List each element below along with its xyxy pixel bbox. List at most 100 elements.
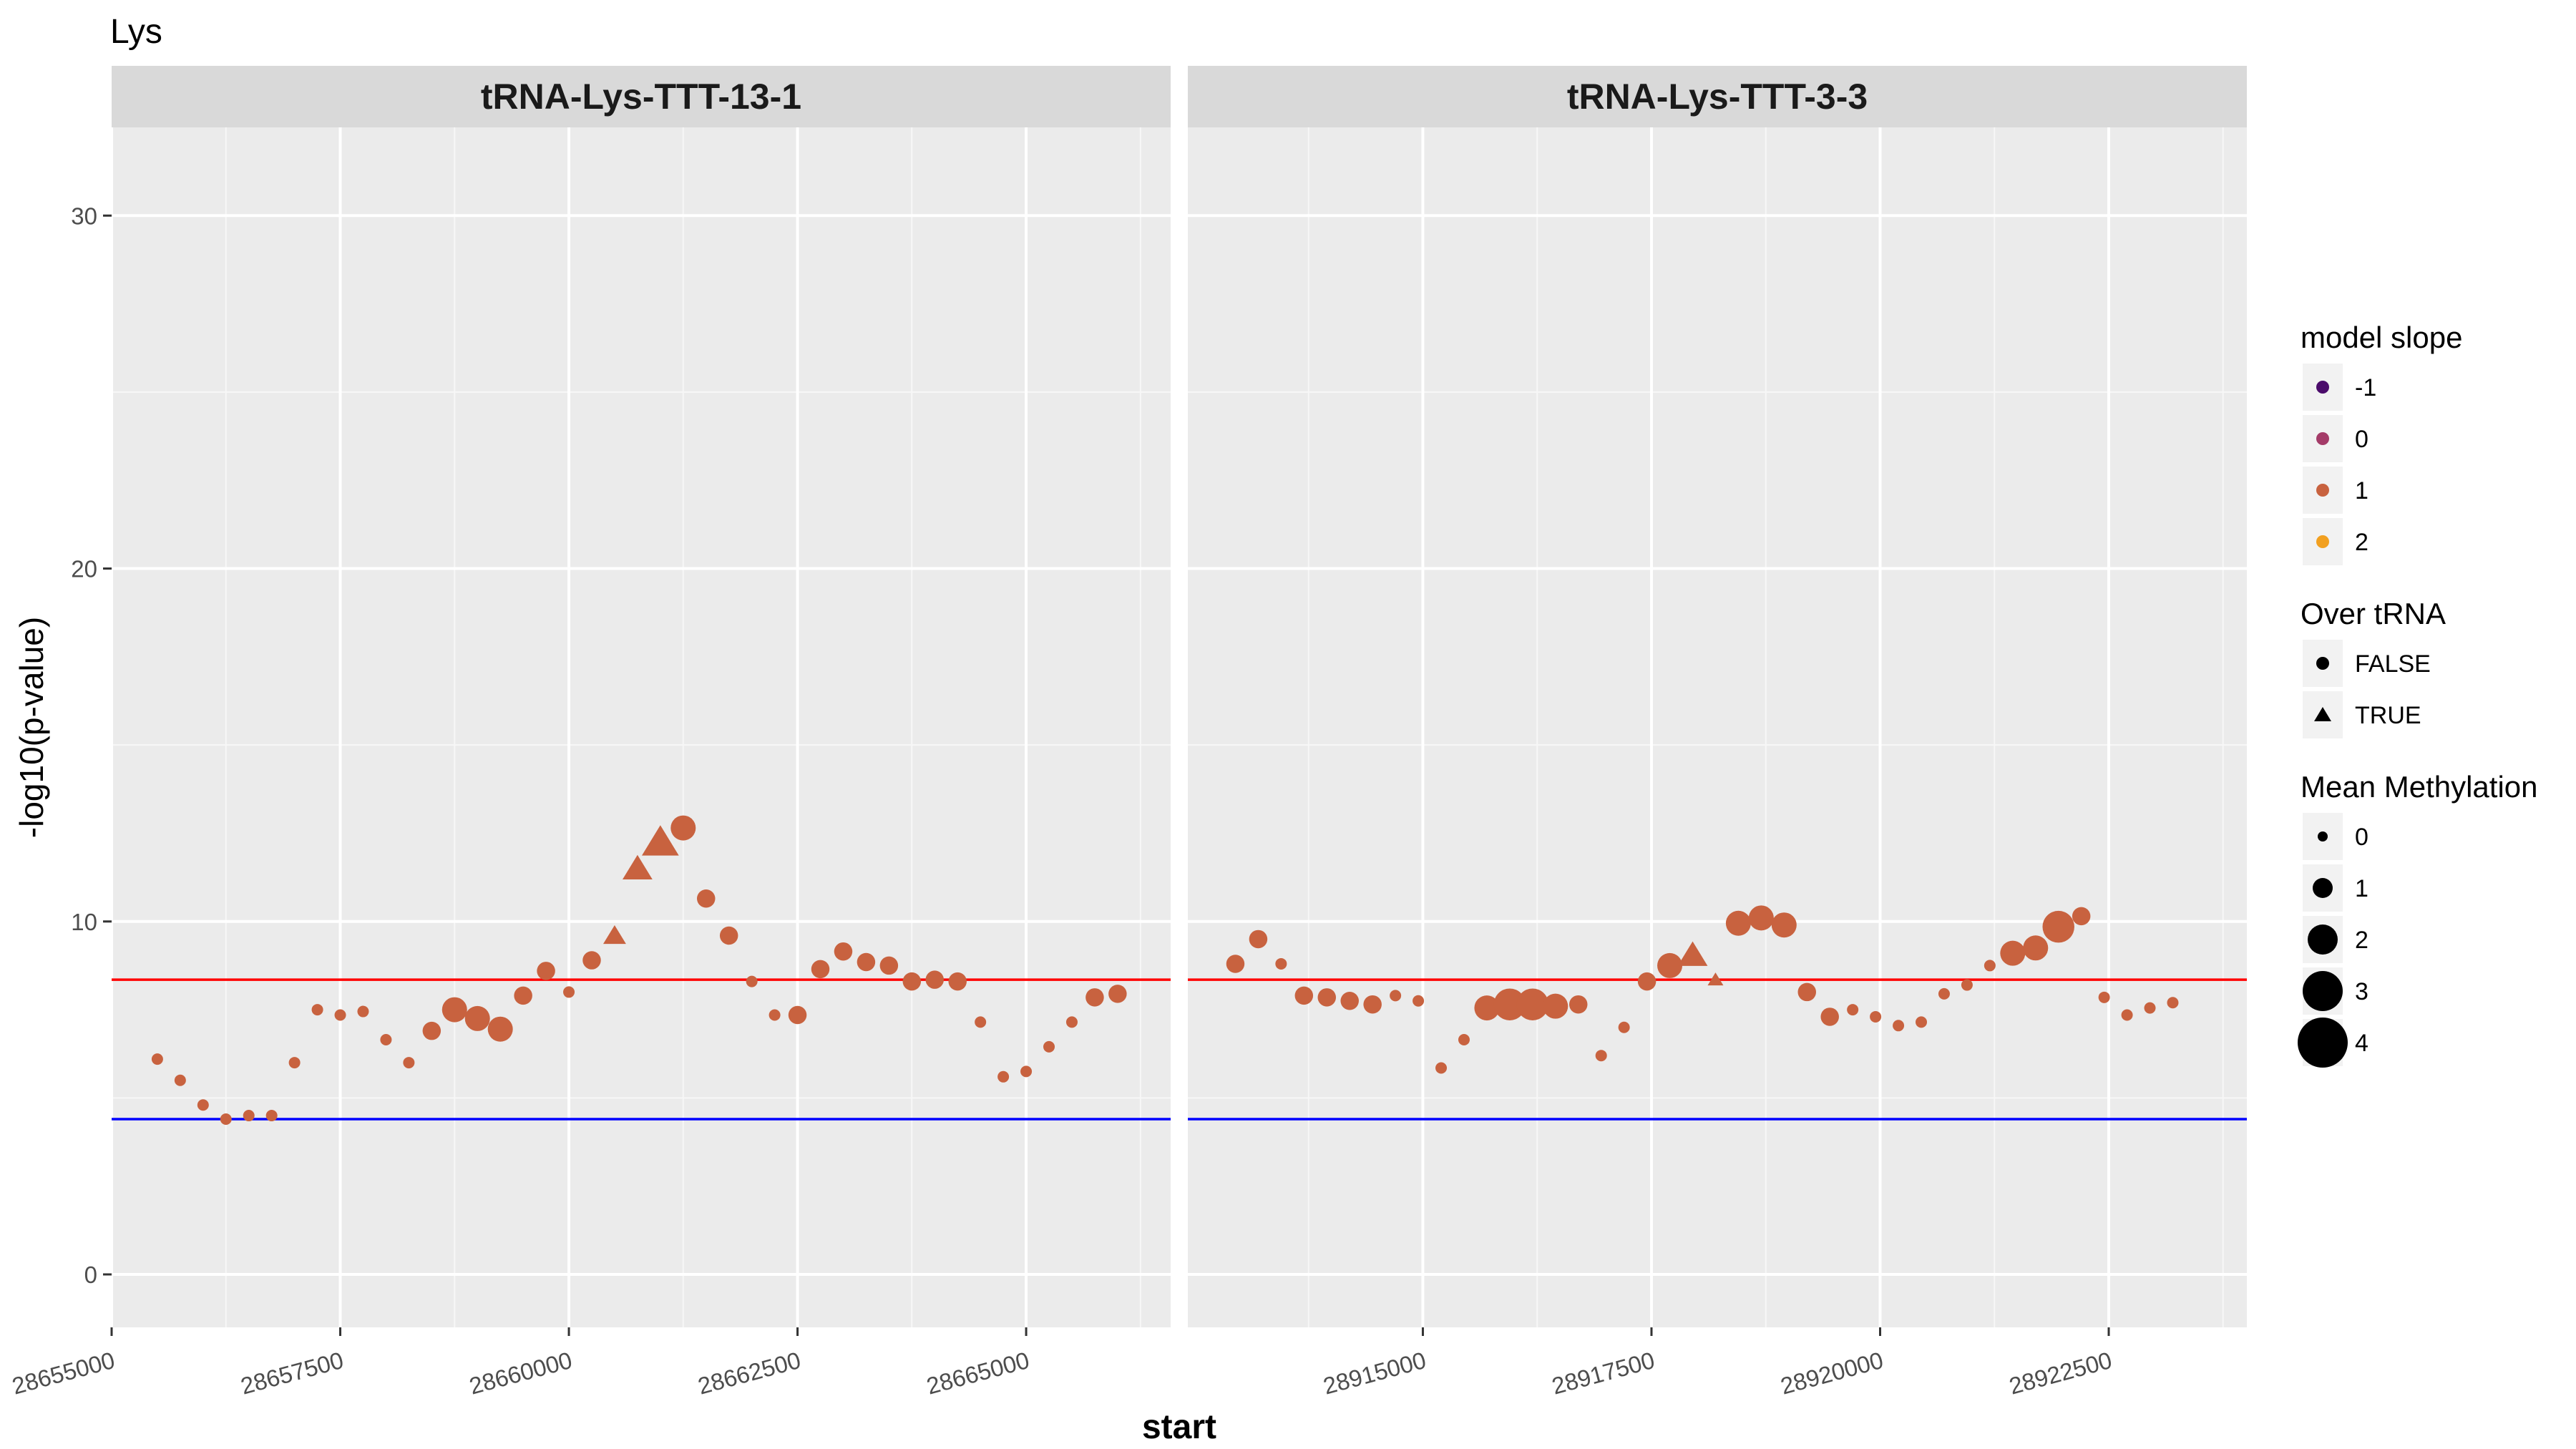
data-point: [1543, 993, 1568, 1019]
data-point: [1458, 1034, 1470, 1046]
legend-entry-label: FALSE: [2355, 650, 2431, 678]
data-point: [834, 942, 853, 961]
data-point: [622, 854, 653, 879]
y-tick-label: 30: [71, 203, 97, 229]
data-point: [582, 951, 601, 970]
data-point: [670, 815, 696, 841]
x-tick-label: 28665000: [924, 1347, 1032, 1400]
legend-entry-label: -1: [2355, 374, 2376, 401]
legend-size-swatch: [2308, 924, 2338, 955]
data-point: [1294, 986, 1314, 1005]
data-point: [1847, 1004, 1859, 1016]
legend-entry-label: 1: [2355, 477, 2368, 504]
data-point: [746, 975, 758, 987]
x-axis-label: start: [1142, 1408, 1216, 1446]
data-point: [1065, 1016, 1078, 1028]
data-point: [422, 1021, 441, 1040]
x-tick-label: 28922500: [2006, 1347, 2114, 1400]
data-point: [1226, 955, 1245, 973]
data-point: [380, 1034, 392, 1046]
panel-strip: [1188, 66, 2247, 127]
panel-1: tRNA-Lys-TTT-13-1 28655000 28657500 2866000…: [9, 66, 1171, 1400]
legend-entry-label: 1: [2355, 875, 2368, 902]
data-point: [902, 972, 922, 991]
legend-entry-label: 4: [2355, 1030, 2368, 1057]
data-point: [2023, 935, 2049, 961]
data-point: [1797, 982, 1817, 1002]
data-point: [1820, 1008, 1839, 1026]
data-point: [1413, 995, 1425, 1007]
legend-entry-label: 3: [2355, 978, 2368, 1005]
data-point: [925, 970, 945, 989]
x-tick-label: 28657500: [238, 1347, 346, 1400]
data-point: [811, 960, 830, 979]
legend-color-swatch: [2316, 535, 2329, 548]
plot-background: [1188, 127, 2247, 1327]
data-point: [1435, 1062, 1448, 1074]
data-point: [1618, 1021, 1630, 1033]
data-point: [1916, 1016, 1928, 1028]
data-point: [2098, 991, 2110, 1003]
legend-entry-label: TRUE: [2355, 702, 2421, 729]
data-point: [1893, 1020, 1905, 1032]
data-point: [334, 1009, 346, 1021]
data-point: [719, 926, 738, 945]
data-point: [1020, 1065, 1033, 1078]
legend-shape: Over tRNA FALSE TRUE: [2301, 597, 2446, 738]
data-point: [2042, 910, 2074, 943]
data-point: [1637, 972, 1657, 991]
data-point: [537, 962, 555, 980]
plot-background: [112, 127, 1171, 1327]
data-point: [1984, 960, 1996, 972]
data-point: [2000, 940, 2026, 966]
data-point: [1961, 979, 1973, 991]
data-point: [403, 1057, 415, 1069]
data-point: [220, 1113, 232, 1125]
legend-shape-swatch: [2316, 657, 2329, 670]
data-point: [1748, 905, 1774, 931]
data-point: [1108, 985, 1127, 1003]
y-tick-label: 10: [71, 909, 97, 935]
data-point: [1317, 988, 1337, 1007]
data-point: [441, 997, 467, 1023]
data-point: [641, 825, 679, 856]
x-tick-label: 28920000: [1777, 1347, 1885, 1400]
data-point: [948, 972, 967, 991]
data-point: [1595, 1050, 1607, 1062]
data-point: [997, 1070, 1010, 1083]
data-point: [2167, 997, 2179, 1009]
panel-title: tRNA-Lys-TTT-3-3: [1567, 77, 1868, 117]
legend-color-swatch: [2316, 484, 2329, 497]
data-point: [1390, 990, 1402, 1002]
legend-color: model slope -1 0 1 2: [2301, 321, 2462, 565]
data-point: [788, 1005, 807, 1025]
data-point: [857, 952, 876, 972]
panel-strip: [112, 66, 1171, 127]
data-point: [1249, 930, 1268, 949]
x-tick-label: 28662500: [695, 1347, 803, 1400]
data-point: [1474, 995, 1500, 1021]
data-point: [1516, 988, 1549, 1020]
data-point: [288, 1057, 301, 1069]
panel-2: tRNA-Lys-TTT-3-3 28915000 28917500 28920000…: [1188, 66, 2247, 1400]
data-point: [357, 1005, 369, 1018]
data-point: [879, 956, 899, 975]
data-point: [2072, 907, 2091, 926]
data-point: [1043, 1040, 1055, 1053]
panel-title: tRNA-Lys-TTT-13-1: [481, 77, 801, 117]
data-point: [563, 986, 575, 998]
data-point: [769, 1009, 781, 1021]
data-point: [243, 1110, 255, 1122]
data-point: [514, 986, 532, 1005]
legend-color-swatch: [2316, 381, 2329, 394]
legend-entry-label: 0: [2355, 426, 2368, 453]
data-point: [2121, 1009, 2133, 1021]
x-tick-label: 28655000: [9, 1347, 117, 1400]
data-point: [602, 925, 626, 945]
data-point: [1363, 995, 1382, 1014]
legend-size-swatch: [2313, 878, 2333, 898]
x-tick-label: 28660000: [467, 1347, 575, 1400]
y-tick-label: 20: [71, 556, 97, 582]
legend-entry-label: 0: [2355, 824, 2368, 851]
